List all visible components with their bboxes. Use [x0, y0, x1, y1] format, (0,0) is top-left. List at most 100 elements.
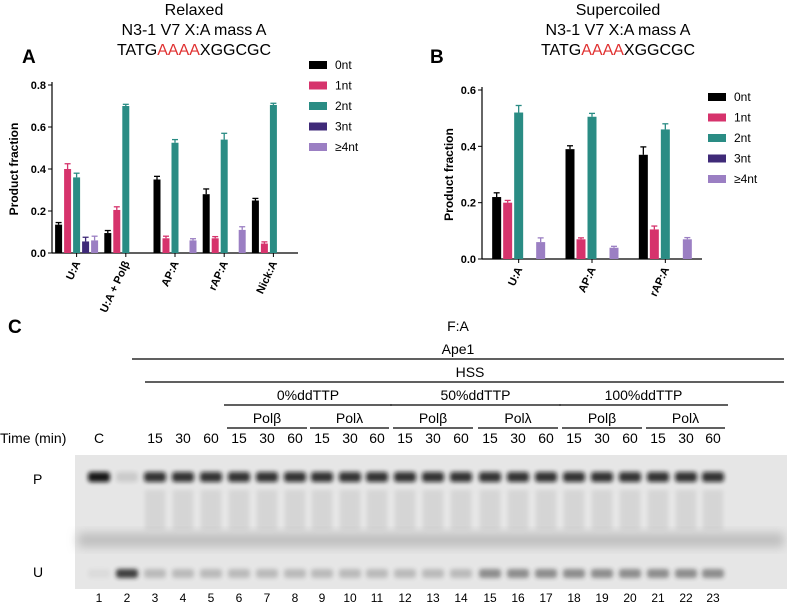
- gel-band-p: [563, 472, 585, 482]
- gel-band-p: [116, 472, 138, 482]
- gel-band-p: [619, 472, 641, 482]
- gel-lane-smear: [648, 490, 668, 530]
- gel-band-p: [591, 472, 613, 482]
- lane-number: 1: [96, 591, 103, 605]
- gel-lane-smear: [173, 490, 193, 530]
- gel-image: [75, 455, 787, 589]
- gel-band-u: [144, 569, 166, 578]
- bar-0nt: [104, 233, 112, 253]
- gel-band-u: [591, 569, 613, 578]
- gel-band-u: [116, 569, 138, 578]
- gel-band-p: [311, 472, 333, 482]
- lane-number: 22: [679, 591, 693, 605]
- panel-b-sequence: TATGAAAAXGGCGC: [541, 42, 695, 59]
- y-tick-label: 0.0: [31, 248, 46, 260]
- time-value: 60: [203, 430, 219, 446]
- gel-band-u: [339, 569, 361, 578]
- lane-number: 12: [398, 591, 412, 605]
- legend-swatch: [309, 102, 327, 110]
- time-value: 30: [510, 430, 526, 446]
- legend-label: 0nt: [335, 58, 352, 72]
- gel-band-u: [394, 569, 416, 578]
- lane-number: 5: [208, 591, 215, 605]
- bar-0nt: [55, 224, 63, 253]
- gel-lane-smear: [676, 490, 696, 530]
- legend-swatch: [309, 81, 327, 90]
- lane-number: 9: [319, 591, 326, 605]
- gel-band-u: [172, 569, 194, 578]
- lane-number: 6: [236, 591, 243, 605]
- gel-band-u: [88, 569, 110, 578]
- gel-lane-smear: [340, 490, 360, 530]
- time-value: C: [94, 430, 104, 446]
- time-label: Time (min): [0, 430, 66, 446]
- time-value: 60: [453, 430, 469, 446]
- gel-band-p: [394, 472, 416, 482]
- legend-swatch: [708, 154, 726, 163]
- x-tick-label: AP:A: [576, 265, 598, 294]
- y-axis-label: Product fraction: [442, 128, 456, 221]
- gel-band-p: [507, 472, 529, 482]
- gel-band-p: [339, 472, 361, 482]
- lane-number: 7: [264, 591, 271, 605]
- bar-2nt: [587, 116, 597, 259]
- panel-b-letter: B: [430, 47, 444, 68]
- y-tick-label: 0.2: [461, 198, 476, 210]
- bar-4nt: [682, 239, 692, 259]
- gel-lane-smear: [229, 490, 249, 530]
- time-value: 30: [425, 430, 441, 446]
- gel-band-u: [479, 569, 501, 578]
- gel-lane-smear: [395, 490, 415, 530]
- time-value: 15: [314, 430, 330, 446]
- bar-4nt: [536, 242, 546, 259]
- lane-number: 11: [371, 591, 384, 605]
- time-value: 15: [231, 430, 247, 446]
- lane-number: 23: [706, 591, 720, 605]
- time-values: C 15 30 60 15 30 60 15 30 60 15 30 60 15 30 60 15 30 60 15 3…: [94, 430, 721, 446]
- gel-band-p: [535, 472, 557, 482]
- panel-b-title-1: Supercoiled: [576, 2, 661, 19]
- legend-swatch: [708, 134, 726, 142]
- time-value: 15: [482, 430, 498, 446]
- lane-number: 17: [539, 591, 553, 605]
- lane-number: 16: [511, 591, 525, 605]
- y-tick-label: 0.6: [461, 85, 476, 97]
- bar-0nt: [565, 149, 575, 259]
- gel-band-p: [647, 472, 669, 482]
- bar-0nt: [251, 200, 259, 253]
- legend-label: 2nt: [335, 99, 352, 113]
- panel-a-sequence: TATGAAAAXGGCGC: [117, 42, 271, 59]
- x-tick-label: U:A: [64, 259, 83, 282]
- gel-lane-smear: [451, 490, 471, 530]
- y-axis-label: Product fraction: [7, 123, 21, 216]
- x-tick-label: U:A + Polβ: [98, 259, 132, 315]
- bar-1nt: [260, 243, 268, 253]
- gel-band-u: [450, 569, 472, 578]
- gel-band-u: [256, 569, 278, 578]
- gel-headers: 0%ddTTP 50%ddTTP 100%ddTTP Polβ Polλ Polβ Polλ…: [224, 387, 728, 429]
- gel-band-u: [311, 569, 333, 578]
- bar-0nt: [202, 194, 210, 253]
- time-value: 30: [259, 430, 275, 446]
- legend-swatch: [309, 143, 327, 151]
- bar-1nt: [649, 229, 659, 259]
- bar-2nt: [220, 139, 228, 253]
- time-value: 30: [678, 430, 694, 446]
- gel-lane-smear: [257, 490, 277, 530]
- x-tick-label: rAP:A: [648, 265, 672, 298]
- bar-2nt: [660, 129, 670, 259]
- gel-band-u: [228, 569, 250, 578]
- polymerase-label: Polλ: [504, 410, 531, 426]
- gel-band-u: [284, 569, 306, 578]
- bar-1nt: [576, 239, 586, 259]
- bar-4nt: [91, 240, 99, 253]
- y-tick-label: 0.2: [31, 206, 46, 218]
- gel-band-p: [200, 472, 222, 482]
- chart-a: 0.0 0.2 0.4 0.6 0.8 Product fraction U:A U:A + …: [7, 58, 359, 315]
- bar-0nt: [638, 154, 648, 259]
- bar-1nt: [162, 238, 170, 253]
- gel-band-p: [144, 472, 166, 482]
- chart-b: 0.0 0.2 0.4 0.6 Product fraction U:A AP:A rAP:A…: [442, 85, 758, 299]
- bar-2nt: [73, 177, 81, 253]
- time-value: 15: [650, 430, 666, 446]
